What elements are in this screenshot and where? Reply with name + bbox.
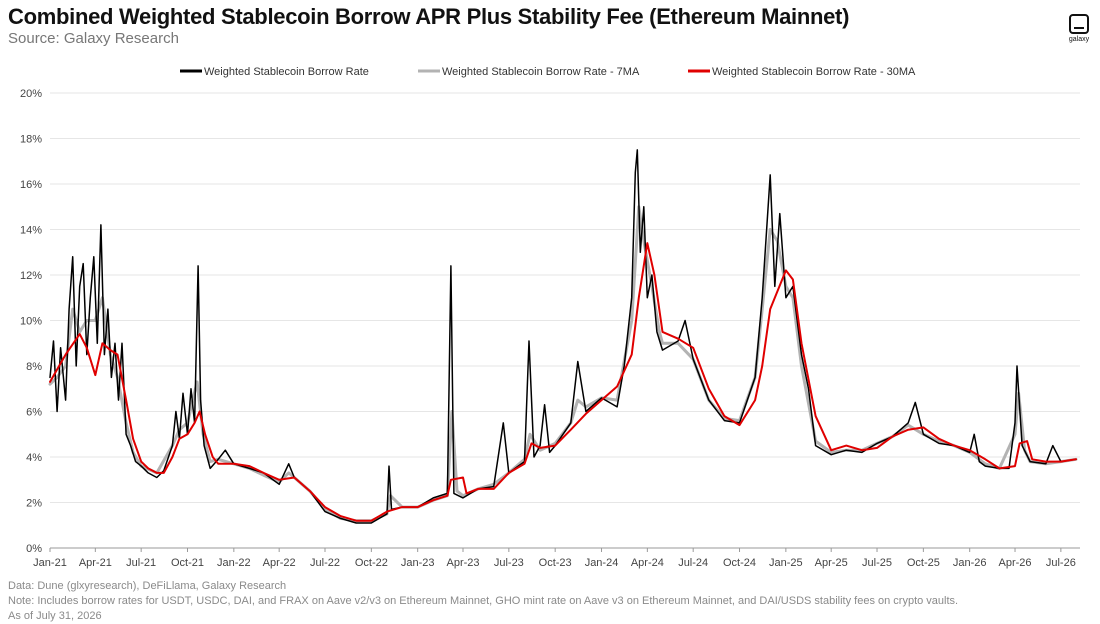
y-tick-label: 14% <box>20 225 42 237</box>
y-tick-label: 18% <box>20 134 42 146</box>
y-tick-label: 6% <box>26 407 42 419</box>
y-tick-label: 2% <box>26 498 42 510</box>
chart-title: Combined Weighted Stablecoin Borrow APR … <box>8 4 850 29</box>
x-tick-label: Apr-24 <box>631 557 664 569</box>
galaxy-logo-icon <box>1069 14 1089 34</box>
y-tick-label: 12% <box>20 270 42 282</box>
x-tick-label: Jul-22 <box>310 557 340 569</box>
x-tick-label: Jan-26 <box>953 557 987 569</box>
legend-label: Weighted Stablecoin Borrow Rate <box>204 66 369 78</box>
legend-label: Weighted Stablecoin Borrow Rate - 30MA <box>712 66 916 78</box>
x-tick-label: Jul-24 <box>678 557 708 569</box>
y-tick-label: 0% <box>26 543 42 555</box>
footer-data-source: Data: Dune (glxyresearch), DeFiLlama, Ga… <box>8 580 287 592</box>
x-tick-label: Jan-24 <box>585 557 619 569</box>
y-tick-label: 4% <box>26 452 42 464</box>
footer-note: Note: Includes borrow rates for USDT, US… <box>8 595 959 607</box>
footer-as-of: As of July 31, 2026 <box>8 610 102 622</box>
x-tick-label: Oct-22 <box>355 557 388 569</box>
line-chart: 0% 2% 4% 6% 8% 10% 12% 14% 16% 18% 20% Jan-21 Apr-21… <box>20 66 1080 569</box>
galaxy-logo: galaxy <box>1066 14 1092 43</box>
x-tick-label: Apr-26 <box>999 557 1032 569</box>
x-tick-label: Jul-26 <box>1046 557 1076 569</box>
x-tick-label: Apr-22 <box>263 557 296 569</box>
series-line-borrow-rate-30ma <box>49 242 1077 522</box>
y-tick-label: 8% <box>26 361 42 373</box>
x-tick-label: Jan-25 <box>769 557 803 569</box>
x-tick-label: Jan-22 <box>217 557 251 569</box>
y-tick-label: 10% <box>20 316 42 328</box>
galaxy-logo-text: galaxy <box>1068 36 1090 43</box>
series-line-borrow-rate-7ma <box>48 205 1078 523</box>
legend-label: Weighted Stablecoin Borrow Rate - 7MA <box>442 66 640 78</box>
x-tick-label: Apr-21 <box>79 557 112 569</box>
x-tick-label: Oct-24 <box>723 557 756 569</box>
x-tick-label: Jul-23 <box>494 557 524 569</box>
x-tick-label: Oct-21 <box>171 557 204 569</box>
x-tick-label: Apr-25 <box>815 557 848 569</box>
y-tick-label: 16% <box>20 179 42 191</box>
x-tick-label: Jan-21 <box>33 557 67 569</box>
y-tick-label: 20% <box>20 88 42 100</box>
x-tick-label: Jul-21 <box>126 557 156 569</box>
x-tick-label: Jul-25 <box>862 557 892 569</box>
x-tick-label: Apr-23 <box>446 557 479 569</box>
chart-subtitle: Source: Galaxy Research <box>8 30 179 47</box>
x-tick-label: Oct-25 <box>907 557 940 569</box>
series-line-borrow-rate <box>49 149 1077 524</box>
x-tick-label: Oct-23 <box>539 557 572 569</box>
x-tick-label: Jan-23 <box>401 557 435 569</box>
